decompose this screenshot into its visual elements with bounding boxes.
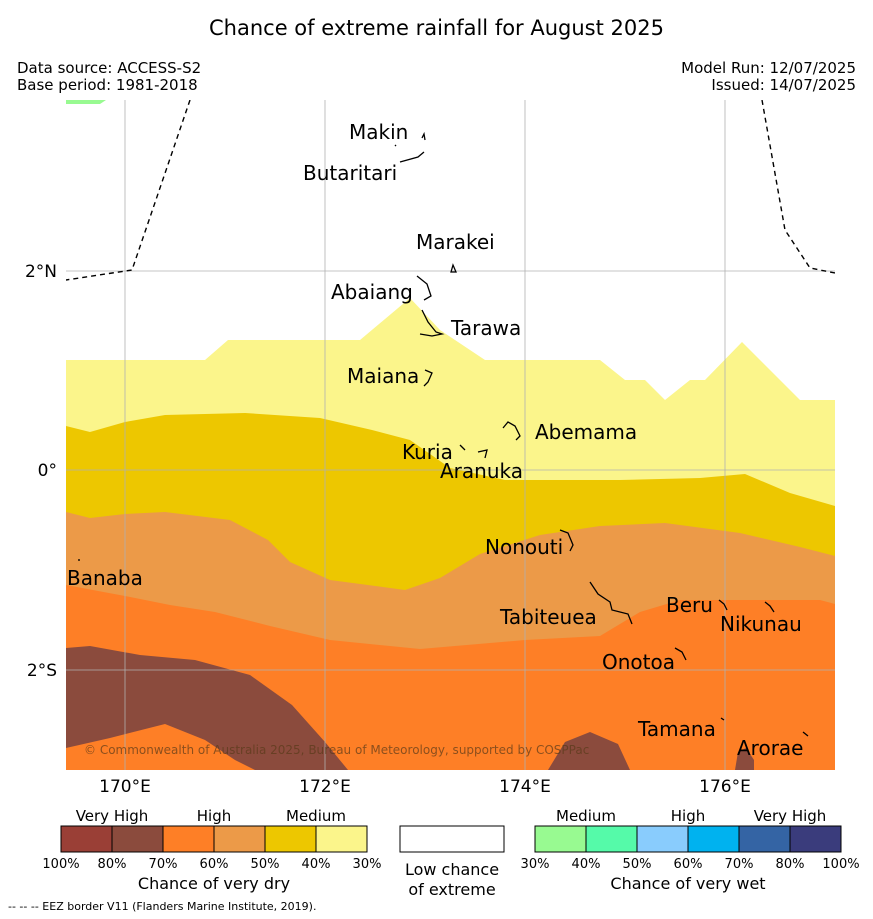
place-label-aranuka: Aranuka (440, 459, 523, 483)
dry-70-80-patch-south (548, 732, 630, 770)
legend-dry-swatch-4 (264, 825, 317, 853)
legend-dry-tick-5: 40% (302, 857, 331, 872)
legend-dry-tick-4: 50% (251, 857, 280, 872)
legend-wet-tick-1: 40% (572, 857, 601, 872)
dry-60-70-patch (66, 724, 255, 770)
legend-dry-tick-0: 100% (42, 857, 79, 872)
latitude-labels: 2°N 0° 2°S (25, 262, 57, 681)
base-period: Base period: 1981-2018 (17, 76, 198, 94)
place-label-nikunau: Nikunau (720, 612, 802, 636)
place-label-onotoa: Onotoa (602, 650, 675, 674)
legend-low-caption-line1: Low chance (405, 860, 499, 879)
place-label-makin: Makin (349, 120, 408, 144)
wet-30-40-patch (66, 100, 106, 104)
legend-wet-high: High (671, 807, 705, 825)
place-label-abemama: Abemama (535, 420, 637, 444)
place-label-arorae: Arorae (737, 736, 803, 760)
legend-wet-tick-4: 70% (725, 857, 754, 872)
graticule (66, 100, 835, 770)
legend-wet-caption: Chance of very wet (610, 874, 765, 893)
island-outlines (78, 131, 809, 737)
place-label-kuria: Kuria (402, 440, 453, 464)
legend-wet-tick-2: 50% (623, 857, 652, 872)
legend-wet-swatch-1 (585, 825, 638, 853)
legend-wet-tick-0: 30% (521, 857, 550, 872)
place-label-banaba: Banaba (67, 566, 143, 590)
eez-footnote: -- -- -- EEZ border V11 (Flanders Marine… (8, 900, 317, 913)
place-label-tabiteuea: Tabiteuea (499, 605, 597, 629)
place-label-beru: Beru (666, 593, 713, 617)
lat-label-2n: 2°N (25, 262, 57, 282)
lat-label-0: 0° (38, 461, 57, 481)
legend-dry-tick-1: 80% (98, 857, 127, 872)
legend-dry-swatch-3 (213, 825, 266, 853)
legend-wet-swatch-3 (687, 825, 740, 853)
lon-label-172e: 172°E (299, 777, 351, 797)
lon-label-174e: 174°E (499, 777, 551, 797)
legend-wet-very-high: Very High (754, 807, 827, 825)
legend-wet-swatch-2 (636, 825, 689, 853)
place-labels: Makin Butaritari Marakei Abaiang Tarawa … (67, 120, 803, 760)
legend-wet-tick-5: 80% (776, 857, 805, 872)
dry-70-80-patch-arorae (735, 748, 754, 770)
place-label-nonouti: Nonouti (485, 535, 563, 559)
legend-dry-high: High (197, 807, 231, 825)
eez-border (66, 100, 835, 281)
legend-dry-tick-2: 70% (149, 857, 178, 872)
place-label-abaiang: Abaiang (331, 280, 413, 304)
legend-dry-very-high: Very High (76, 807, 149, 825)
model-run: Model Run: 12/07/2025 (681, 59, 856, 77)
longitude-labels: 170°E 172°E 174°E 176°E (99, 777, 751, 797)
place-label-maiana: Maiana (347, 364, 419, 388)
legend-wet-tick-3: 60% (674, 857, 703, 872)
issued-date: Issued: 14/07/2025 (711, 76, 856, 94)
legend-dry-tick-3: 60% (200, 857, 229, 872)
lat-label-2s: 2°S (27, 661, 57, 681)
legend-dry: Very High High Medium 100% 80% 70% 60% 50% 40… (42, 807, 381, 893)
place-label-butaritari: Butaritari (303, 161, 397, 185)
legend-wet-swatch-5 (789, 825, 842, 853)
place-label-marakei: Marakei (416, 230, 495, 254)
legend-low-chance: Low chance of extreme (399, 825, 505, 899)
legend-wet-medium: Medium (556, 807, 616, 825)
legend-dry-swatch-1 (111, 825, 164, 853)
run-info: Model Run: 12/07/2025 Issued: 14/07/2025 (681, 60, 856, 94)
legend-dry-swatch-0 (60, 825, 113, 853)
map-area (66, 100, 835, 770)
place-label-tamana: Tamana (637, 717, 716, 741)
legend-dry-swatch-2 (162, 825, 215, 853)
data-source: Data source: ACCESS-S2 (17, 59, 202, 77)
legend-dry-swatch-5 (315, 825, 368, 853)
data-info: Data source: ACCESS-S2 Base period: 1981… (17, 60, 201, 94)
legend-dry-caption: Chance of very dry (138, 874, 290, 893)
map-title: Chance of extreme rainfall for August 20… (209, 16, 664, 40)
legend-wet-swatch-0 (534, 825, 587, 853)
legend-wet: Medium High Very High 30% 40% 50% 60% 70% 80%… (521, 807, 860, 893)
legend-low-caption-line2: of extreme (408, 880, 495, 899)
legend-dry-medium: Medium (286, 807, 346, 825)
legend-low-chance-swatch (399, 825, 505, 853)
copyright-notice: © Commonwealth of Australia 2025, Bureau… (84, 743, 589, 757)
legend-wet-tick-6: 100% (822, 857, 859, 872)
place-label-tarawa: Tarawa (450, 316, 521, 340)
legend-wet-swatch-4 (738, 825, 791, 853)
lon-label-170e: 170°E (99, 777, 151, 797)
legend-dry-tick-6: 30% (353, 857, 382, 872)
lon-label-176e: 176°E (699, 777, 751, 797)
